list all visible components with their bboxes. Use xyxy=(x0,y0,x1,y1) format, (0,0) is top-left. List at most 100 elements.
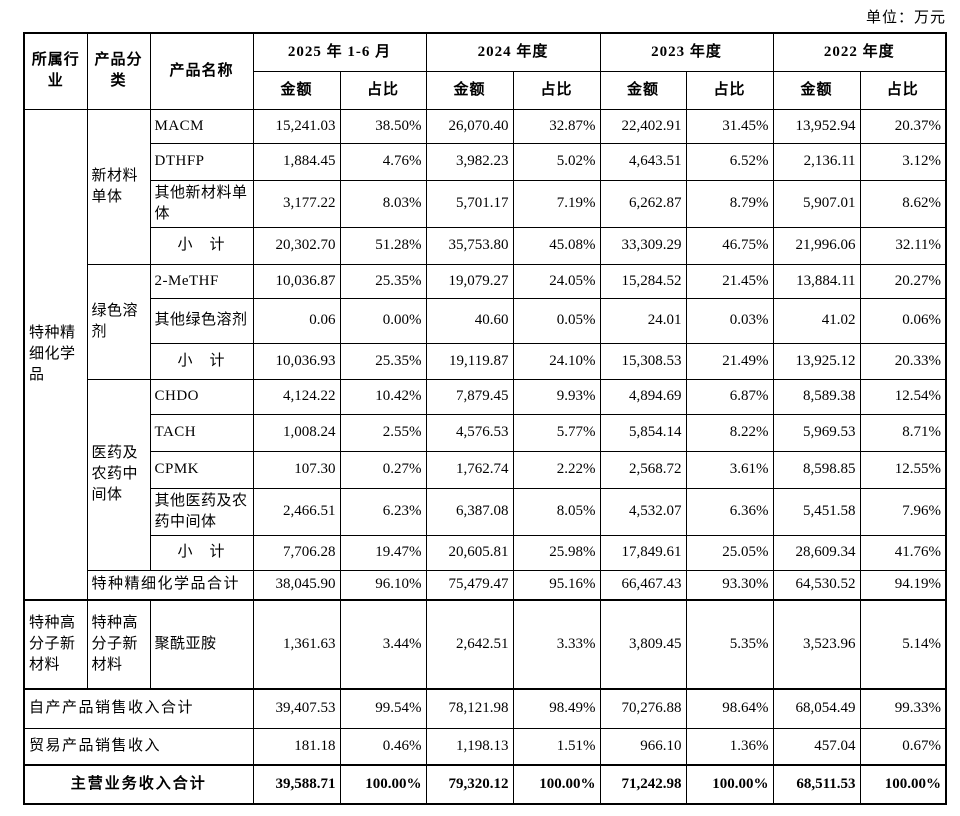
amount-cell: 68,054.49 xyxy=(772,688,861,729)
table-row: 其他新材料单体 3,177.22 8.03% 5,701.17 7.19% 6,… xyxy=(24,179,947,228)
amount-cell: 39,407.53 xyxy=(252,688,341,729)
ratio-cell: 7.19% xyxy=(512,179,601,228)
ratio-cell: 25.98% xyxy=(512,534,601,571)
ratio-cell: 19.47% xyxy=(339,534,427,571)
table-row: DTHFP 1,884.45 4.76% 3,982.23 5.02% 4,64… xyxy=(24,142,947,181)
ratio-cell: 45.08% xyxy=(512,226,601,265)
header-period-2025: 2025 年 1-6 月 xyxy=(252,32,427,72)
ratio-cell: 12.55% xyxy=(859,450,947,489)
amount-cell: 1,198.13 xyxy=(425,727,514,766)
amount-cell: 64,530.52 xyxy=(772,569,861,601)
ratio-cell: 1.51% xyxy=(512,727,601,766)
ratio-cell: 6.52% xyxy=(685,142,774,181)
ratio-cell: 98.64% xyxy=(685,688,774,729)
category-cell-pharma: 医药及农药中间体 xyxy=(86,378,151,571)
summary-label-cell: 贸易产品销售收入 xyxy=(23,727,254,766)
table-row: TACH 1,008.24 2.55% 4,576.53 5.77% 5,854… xyxy=(24,413,947,452)
amount-cell: 1,762.74 xyxy=(425,450,514,489)
ratio-cell: 32.87% xyxy=(512,108,601,144)
header-ratio: 占比 xyxy=(339,70,427,110)
summary-row: 自产产品销售收入合计 39,407.53 99.54% 78,121.98 98… xyxy=(23,688,947,729)
header-ratio: 占比 xyxy=(859,70,947,110)
ratio-cell: 8.71% xyxy=(859,413,947,452)
header-amount: 金额 xyxy=(425,70,514,110)
amount-cell: 5,969.53 xyxy=(772,413,861,452)
amount-cell: 2,136.11 xyxy=(772,142,861,181)
amount-cell: 8,598.85 xyxy=(772,450,861,489)
ratio-cell: 98.49% xyxy=(512,688,601,729)
amount-cell: 39,588.71 xyxy=(252,764,341,805)
section-total-row: 特种精细化学品合计 38,045.90 96.10% 75,479.47 95.… xyxy=(24,569,947,601)
amount-cell: 107.30 xyxy=(252,450,341,489)
subtotal-label-cell: 小 计 xyxy=(149,226,254,265)
ratio-cell: 3.44% xyxy=(339,599,427,690)
ratio-cell: 38.50% xyxy=(339,108,427,144)
ratio-cell: 41.76% xyxy=(859,534,947,571)
header-industry: 所属行业 xyxy=(23,32,88,110)
header-ratio: 占比 xyxy=(685,70,774,110)
amount-cell: 41.02 xyxy=(772,297,861,344)
header-amount: 金额 xyxy=(599,70,687,110)
unit-label: 单位：万元 xyxy=(865,10,946,26)
ratio-cell: 100.00% xyxy=(859,764,947,805)
ratio-cell: 3.12% xyxy=(859,142,947,181)
amount-cell: 5,854.14 xyxy=(599,413,687,452)
ratio-cell: 100.00% xyxy=(339,764,427,805)
ratio-cell: 0.00% xyxy=(339,297,427,344)
amount-cell: 0.06 xyxy=(252,297,341,344)
subtotal-row: 小 计 10,036.93 25.35% 19,119.87 24.10% 15… xyxy=(24,342,947,380)
product-name-cell: CPMK xyxy=(149,450,254,489)
summary-row: 贸易产品销售收入 181.18 0.46% 1,198.13 1.51% 966… xyxy=(23,727,947,766)
category-cell-green-solvents: 绿色溶剂 xyxy=(86,263,151,380)
subtotal-label-cell: 小 计 xyxy=(149,534,254,571)
ratio-cell: 2.55% xyxy=(339,413,427,452)
amount-cell: 20,605.81 xyxy=(425,534,514,571)
category-cell-new-materials: 新材料单体 xyxy=(86,108,151,265)
ratio-cell: 95.16% xyxy=(512,569,601,601)
amount-cell: 457.04 xyxy=(772,727,861,766)
industry-cell-polymer: 特种高分子新材料 xyxy=(23,599,88,690)
ratio-cell: 8.79% xyxy=(685,179,774,228)
revenue-table: 所属行业 产品分类 产品名称 2025 年 1-6 月 2024 年度 2023… xyxy=(23,32,948,805)
header-product: 产品名称 xyxy=(149,32,254,110)
ratio-cell: 6.36% xyxy=(685,487,774,536)
header-category: 产品分类 xyxy=(86,32,151,110)
product-name-cell: TACH xyxy=(149,413,254,452)
product-name-cell: 其他新材料单体 xyxy=(149,179,254,228)
amount-cell: 3,982.23 xyxy=(425,142,514,181)
ratio-cell: 96.10% xyxy=(339,569,427,601)
header-row-periods: 所属行业 产品分类 产品名称 2025 年 1-6 月 2024 年度 2023… xyxy=(23,32,947,110)
ratio-cell: 6.87% xyxy=(685,378,774,415)
ratio-cell: 4.76% xyxy=(339,142,427,181)
amount-cell: 35,753.80 xyxy=(425,226,514,265)
amount-cell: 17,849.61 xyxy=(599,534,687,571)
amount-cell: 70,276.88 xyxy=(599,688,687,729)
header-ratio: 占比 xyxy=(512,70,601,110)
amount-cell: 71,242.98 xyxy=(599,764,687,805)
ratio-cell: 0.06% xyxy=(859,297,947,344)
ratio-cell: 32.11% xyxy=(859,226,947,265)
amount-cell: 8,589.38 xyxy=(772,378,861,415)
grand-total-label-cell: 主营业务收入合计 xyxy=(23,764,254,805)
product-name-cell: 聚酰亚胺 xyxy=(149,599,254,690)
ratio-cell: 7.96% xyxy=(859,487,947,536)
ratio-cell: 3.33% xyxy=(512,599,601,690)
amount-cell: 5,907.01 xyxy=(772,179,861,228)
ratio-cell: 46.75% xyxy=(685,226,774,265)
ratio-cell: 12.54% xyxy=(859,378,947,415)
header-amount: 金额 xyxy=(772,70,861,110)
amount-cell: 7,879.45 xyxy=(425,378,514,415)
amount-cell: 3,809.45 xyxy=(599,599,687,690)
header-period-2023: 2023 年度 xyxy=(599,32,774,72)
amount-cell: 22,402.91 xyxy=(599,108,687,144)
ratio-cell: 24.05% xyxy=(512,263,601,299)
ratio-cell: 5.02% xyxy=(512,142,601,181)
amount-cell: 19,079.27 xyxy=(425,263,514,299)
table-row: 绿色溶剂 2-MeTHF 10,036.87 25.35% 19,079.27 … xyxy=(24,263,947,380)
amount-cell: 33,309.29 xyxy=(599,226,687,265)
amount-cell: 2,568.72 xyxy=(599,450,687,489)
ratio-cell: 93.30% xyxy=(685,569,774,601)
ratio-cell: 8.22% xyxy=(685,413,774,452)
ratio-cell: 20.37% xyxy=(859,108,947,144)
ratio-cell: 21.49% xyxy=(685,342,774,380)
